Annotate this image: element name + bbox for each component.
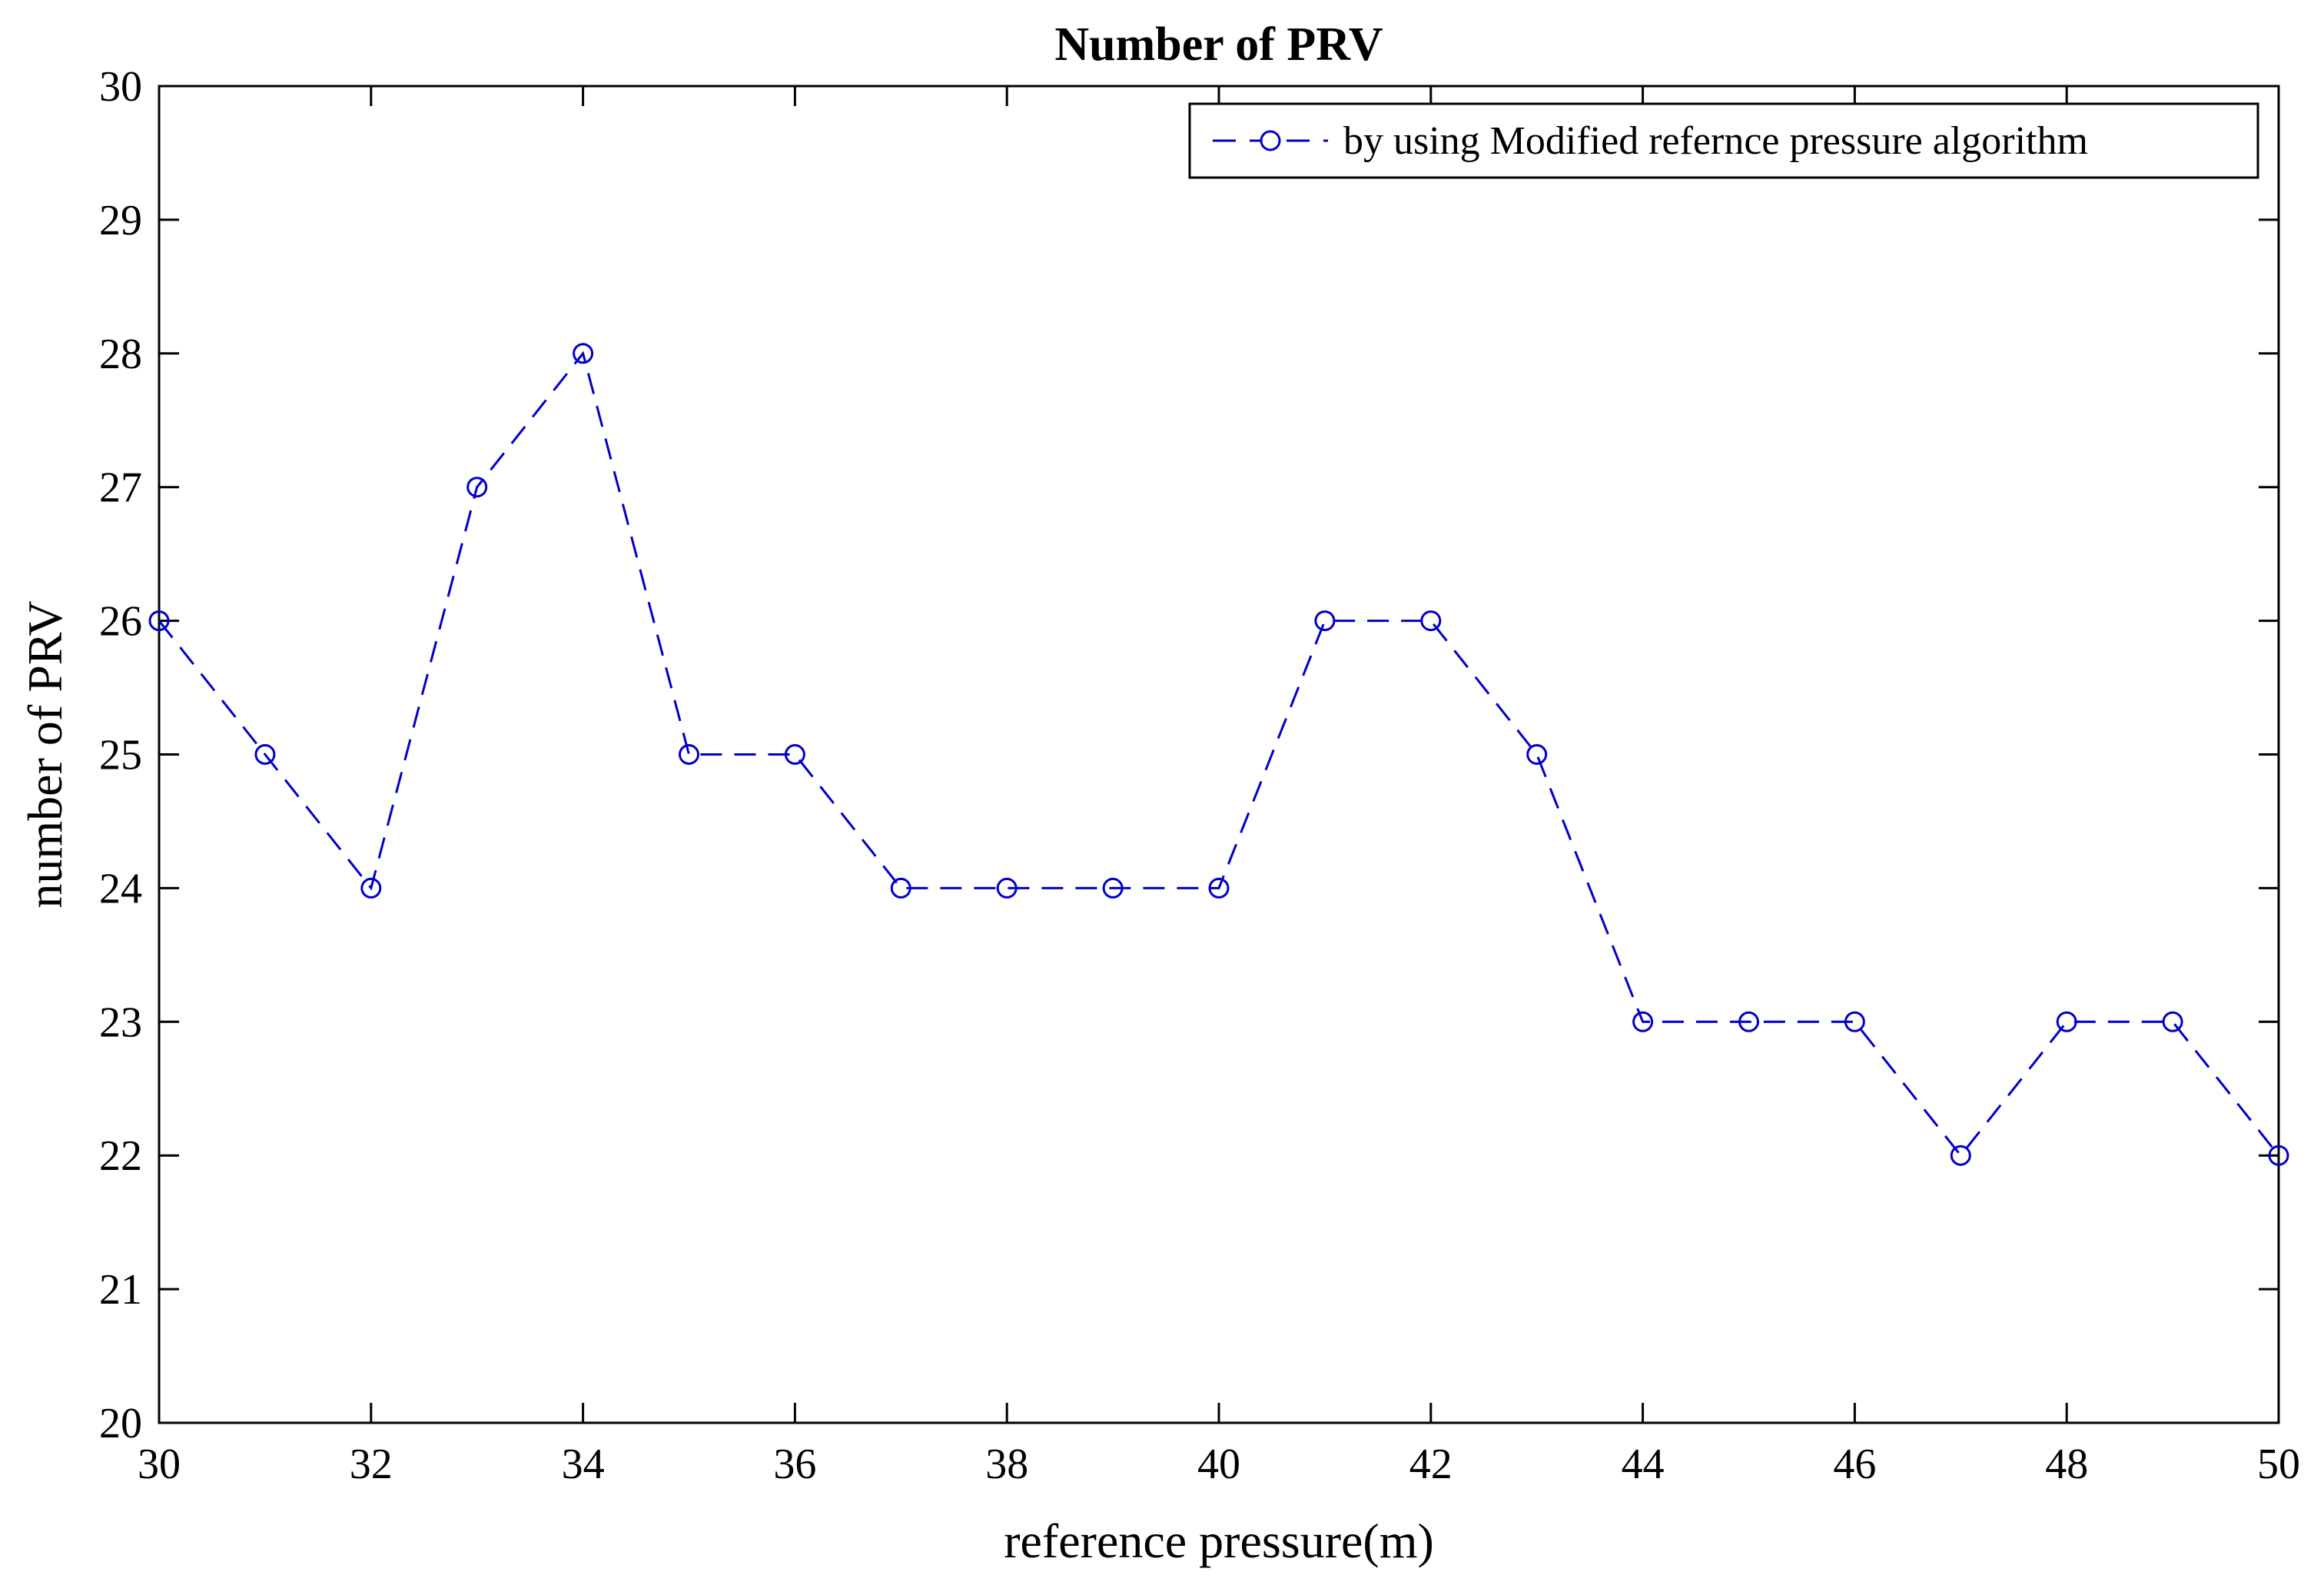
y-tick-label: 20: [99, 1400, 142, 1447]
data-point: [2268, 1145, 2289, 1166]
data-point: [1526, 744, 1548, 765]
y-tick-label: 26: [99, 598, 142, 646]
y-tick-label: 21: [99, 1266, 142, 1314]
legend-marker-icon: [1260, 130, 1281, 151]
y-axis-label: number of PRV: [18, 600, 72, 908]
data-point: [2162, 1011, 2183, 1032]
data-point: [466, 477, 488, 498]
y-tick-label: 28: [99, 331, 142, 378]
legend-entry-label: by using Modified refernce pressure algo…: [1343, 119, 2088, 163]
x-tick-label: 50: [2257, 1440, 2300, 1488]
y-tick-label: 29: [99, 197, 142, 244]
data-point: [784, 744, 805, 765]
axis-ticks: 30 32 34 36 38 40 42 44 46 48 50 20 21 22 23 24 25 26 27 28…: [99, 63, 2300, 1488]
data-point: [360, 877, 382, 899]
x-axis-label: reference pressure(m): [1004, 1514, 1434, 1568]
data-point: [573, 343, 594, 364]
data-series: [148, 343, 2289, 1166]
y-tick-label: 25: [99, 732, 142, 779]
legend-box: [1188, 102, 2259, 179]
data-point: [1632, 1011, 1654, 1032]
y-tick-label: 27: [99, 464, 142, 512]
x-tick-label: 34: [562, 1440, 605, 1488]
x-tick-label: 42: [1409, 1440, 1452, 1488]
data-point: [1950, 1145, 1971, 1166]
data-point: [996, 877, 1018, 899]
data-point: [890, 877, 911, 899]
data-point: [1208, 877, 1230, 899]
data-point: [1314, 610, 1336, 632]
x-tick-label: 46: [1833, 1440, 1876, 1488]
x-tick-label: 48: [2045, 1440, 2088, 1488]
chart-title: Number of PRV: [1054, 18, 1383, 71]
x-tick-label: 38: [985, 1440, 1028, 1488]
series-line: [158, 351, 2280, 1158]
data-point: [254, 744, 276, 765]
y-tick-label: 24: [99, 865, 142, 912]
x-tick-label: 44: [1622, 1440, 1665, 1488]
x-tick-label: 36: [773, 1440, 816, 1488]
data-point: [2056, 1011, 2077, 1032]
legend: by using Modified refernce pressure algo…: [1188, 102, 2259, 179]
data-point: [679, 744, 699, 765]
x-tick-label: 30: [138, 1440, 181, 1488]
y-tick-label: 22: [99, 1132, 142, 1180]
data-point: [1420, 610, 1442, 632]
data-point: [148, 610, 170, 632]
x-tick-label: 32: [350, 1440, 393, 1488]
x-tick-label: 40: [1197, 1440, 1240, 1488]
data-point: [1844, 1011, 1865, 1032]
data-point: [1102, 877, 1124, 899]
y-tick-label: 30: [99, 63, 142, 111]
y-tick-label: 23: [99, 999, 142, 1046]
data-point: [1738, 1011, 1759, 1032]
